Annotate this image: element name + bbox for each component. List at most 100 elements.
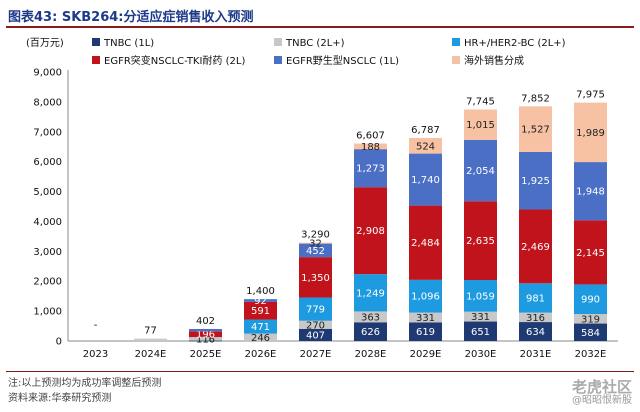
data-label: 1,527: [521, 125, 550, 136]
bar-segment: [409, 279, 442, 313]
y-tick-label: 2,000: [33, 277, 62, 288]
data-label: 2,145: [576, 248, 605, 259]
y-tick-label: 9,000: [33, 68, 62, 79]
data-label: 2,469: [521, 242, 550, 253]
x-tick-label: 2031E: [520, 349, 552, 360]
data-label: 1,249: [356, 288, 385, 299]
data-label: 990: [581, 295, 600, 306]
data-label: 2,054: [466, 166, 495, 177]
total-label: 7,852: [521, 93, 550, 104]
bar-segment: [244, 333, 277, 341]
bar-segment: [354, 187, 387, 275]
legend-swatch: [274, 38, 282, 46]
bar-segment: [299, 297, 332, 321]
footer-note: 注:以上预测均为成功率调整后预测: [8, 378, 162, 389]
y-tick-label: 0: [56, 337, 62, 348]
data-label: 1,948: [576, 187, 605, 198]
data-label: 1,925: [521, 176, 550, 187]
watermark-main: 老虎社区: [571, 378, 632, 396]
data-label: 1,740: [411, 175, 440, 186]
data-label: 270: [306, 320, 325, 331]
bar-segment: [464, 201, 497, 280]
data-label: 471: [251, 322, 270, 333]
bar-segment: [409, 312, 442, 323]
data-label: 626: [361, 327, 380, 338]
bar-segment: [244, 301, 277, 320]
data-label: 1,350: [301, 273, 330, 284]
x-tick-label: 2023: [83, 349, 108, 360]
figure-title: 图表43: SKB264:分适应症销售收入预测: [8, 6, 254, 25]
data-label: 591: [251, 306, 270, 317]
watermark-sub: @昭昭恨新股: [572, 395, 632, 406]
data-label: 407: [306, 330, 325, 341]
total-label: 6,787: [411, 125, 440, 136]
data-label: 1,059: [466, 291, 495, 302]
y-tick-label: 3,000: [33, 247, 62, 258]
bar-segment: [464, 311, 497, 322]
bar-segment: [189, 340, 222, 342]
bar-segment: [299, 242, 332, 244]
x-tick-label: 2026E: [245, 349, 277, 360]
data-label: 584: [581, 328, 600, 339]
data-label: 188: [361, 142, 380, 153]
total-label: -: [94, 320, 98, 331]
x-tick-label: 2024E: [135, 349, 167, 360]
x-tick-label: 2028E: [355, 349, 387, 360]
data-label: 1,989: [576, 128, 605, 139]
figure-title-text: SKB264:分适应症销售收入预测: [61, 10, 254, 25]
data-label: 452: [306, 246, 325, 257]
data-label: 1,273: [356, 164, 385, 175]
x-tick-label: 2032E: [575, 349, 607, 360]
data-label: 2,908: [356, 226, 385, 237]
bar-segment: [574, 314, 607, 324]
bar-segment: [464, 109, 497, 140]
bar-segment: [299, 243, 332, 258]
data-label: 779: [306, 305, 325, 316]
bar-segment: [464, 139, 497, 202]
bar-segment: [464, 321, 497, 341]
bar-segment: [574, 284, 607, 315]
data-label: 2,635: [466, 236, 495, 247]
bar-segment: [189, 337, 222, 341]
total-label: 3,290: [301, 230, 330, 241]
legend-label: 海外销售分成: [464, 54, 524, 67]
bar-segment: [574, 162, 607, 221]
total-label: 6,607: [356, 131, 385, 142]
bar-segment: [519, 322, 552, 341]
total-label: 7,975: [576, 90, 605, 101]
data-label: 331: [471, 312, 490, 323]
legend-label: TNBC (1L): [103, 38, 154, 49]
footer: 注:以上预测均为成功率调整后预测 资料来源:华泰研究预测: [8, 376, 161, 406]
x-tick-label: 2030E: [465, 349, 497, 360]
total-label: 402: [196, 316, 215, 327]
data-label: 651: [471, 327, 490, 338]
legend-label: EGFR野生型NSCLC (1L): [286, 54, 399, 67]
bar-segment: [464, 279, 497, 312]
legend-label: HR+/HER2-BC (2L+): [464, 38, 566, 49]
bar-segment: [519, 209, 552, 284]
data-label: 316: [526, 313, 545, 324]
x-tick-label: 2027E: [300, 349, 332, 360]
data-label: 524: [416, 141, 435, 152]
bar-segment: [519, 283, 552, 313]
y-tick-label: 1,000: [33, 307, 62, 318]
x-tick-label: 2029E: [410, 349, 442, 360]
bar-segment: [519, 106, 552, 152]
legend-swatch: [274, 56, 282, 64]
legend-swatch: [92, 56, 100, 64]
bar-segment: [519, 312, 552, 323]
data-label: 116: [196, 334, 215, 345]
data-label: 634: [526, 327, 545, 338]
y-unit-label: (百万元): [26, 37, 64, 49]
bar-segment: [299, 320, 332, 329]
figure-number: 图表43:: [8, 10, 58, 25]
data-label: 1,096: [411, 292, 440, 303]
bar-segment: [244, 299, 277, 302]
bar-segment: [519, 151, 552, 210]
bar-segment: [354, 322, 387, 341]
bar-segment: [189, 328, 222, 332]
data-label: 2,484: [411, 238, 440, 249]
bar-segment: [574, 220, 607, 285]
data-label: 619: [416, 327, 435, 338]
